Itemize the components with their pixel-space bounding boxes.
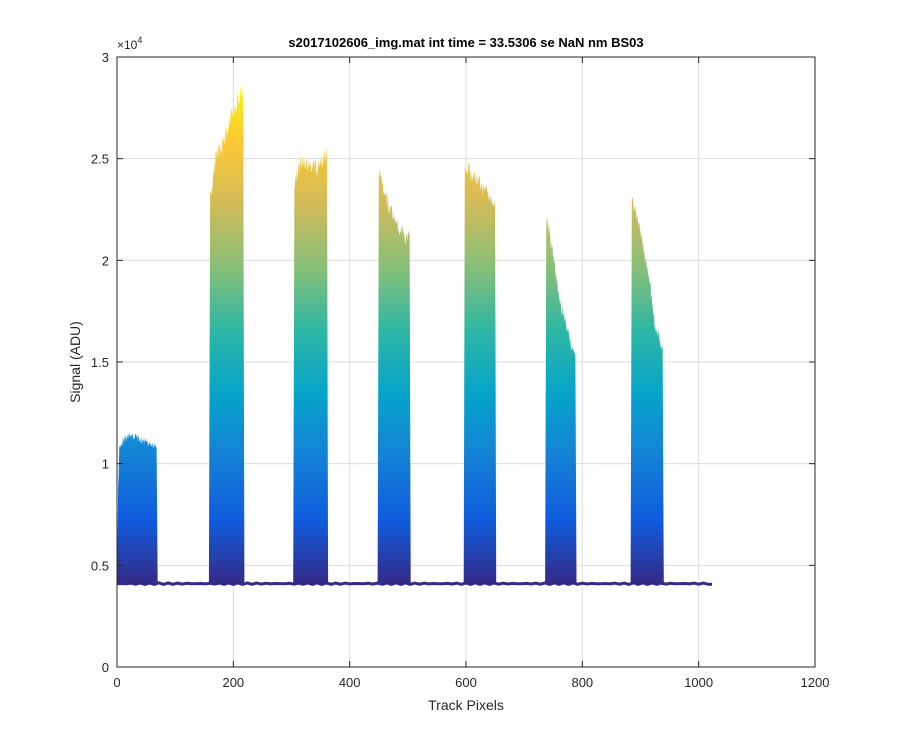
- signal-block: [117, 432, 158, 584]
- y-tick-label: 1.5: [91, 355, 109, 370]
- signal-block: [630, 196, 664, 584]
- y-exponent-base: ×10: [117, 38, 138, 52]
- x-tick-label: 0: [113, 675, 120, 690]
- signal-block: [545, 213, 577, 584]
- signal-block: [377, 167, 411, 584]
- x-axis-label: Track Pixels: [428, 697, 504, 713]
- signal-block: [463, 162, 497, 584]
- x-axis: 0 200 400 600 800 1000 1200: [113, 57, 829, 690]
- y-axis-label: Signal (ADU): [67, 321, 83, 403]
- x-tick-label: 200: [222, 675, 244, 690]
- x-tick-label: 1000: [684, 675, 713, 690]
- signal-block: [208, 83, 245, 584]
- x-tick-label: 600: [455, 675, 477, 690]
- baseline-trace: [117, 581, 713, 586]
- y-tick-label: 2: [102, 253, 109, 268]
- signal-block: [293, 146, 329, 584]
- x-tick-label: 1200: [801, 675, 830, 690]
- y-tick-label: 0: [102, 660, 109, 675]
- y-tick-label: 0.5: [91, 558, 109, 573]
- y-exponent-label: ×104: [117, 35, 142, 52]
- x-tick-label: 400: [339, 675, 361, 690]
- data-series: [117, 83, 713, 586]
- chart-title: s2017102606_img.mat int time = 33.5306 s…: [288, 35, 643, 50]
- y-exponent-power: 4: [137, 35, 142, 45]
- y-tick-label: 3: [102, 50, 109, 65]
- y-tick-label: 1: [102, 457, 109, 472]
- y-tick-label: 2.5: [91, 152, 109, 167]
- y-axis: 0 0.5 1 1.5 2 2.5 3: [91, 50, 815, 675]
- x-tick-label: 800: [571, 675, 593, 690]
